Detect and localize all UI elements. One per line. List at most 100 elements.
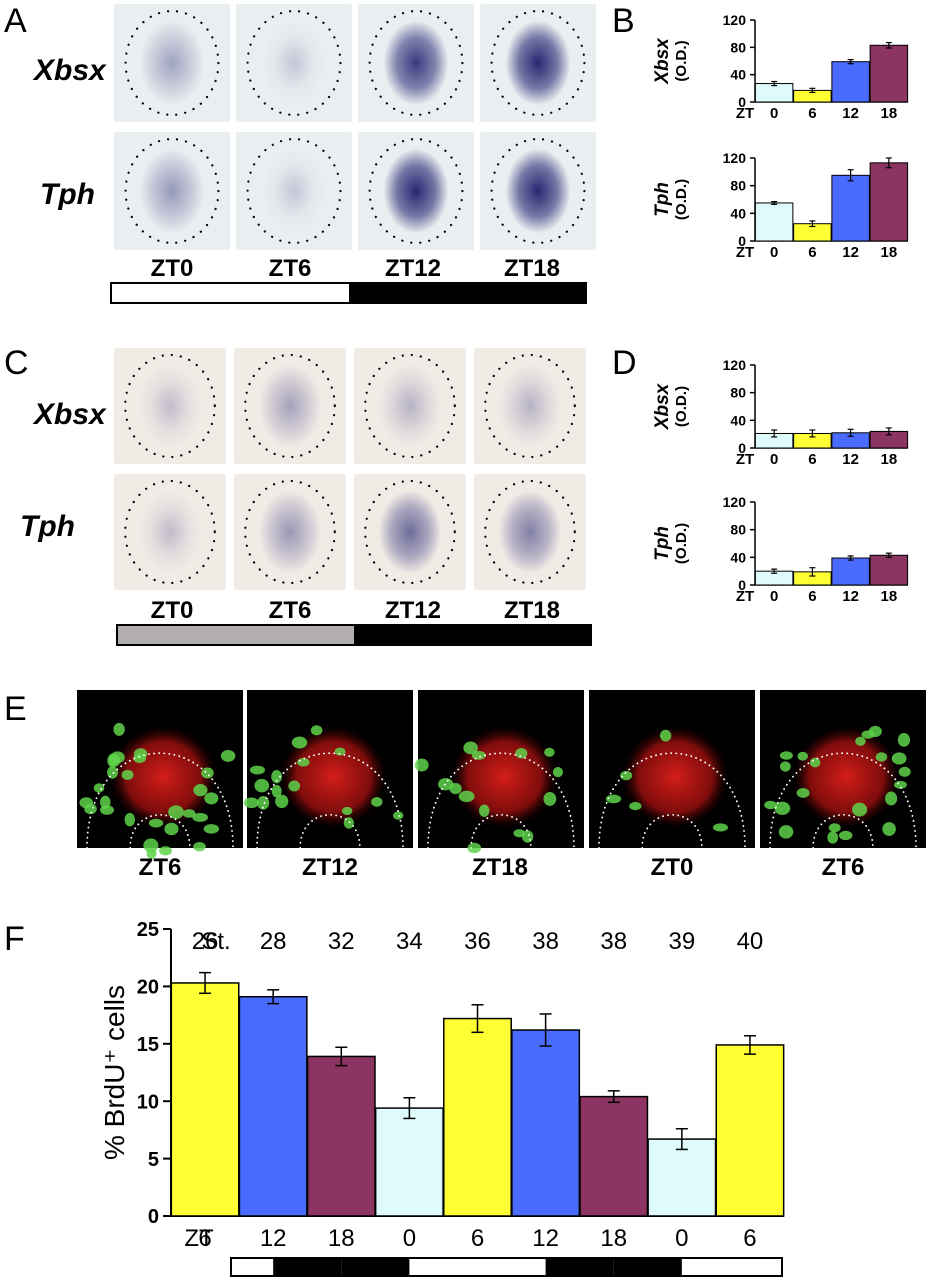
green-brdu-cell — [543, 791, 557, 806]
stage-label: 36 — [464, 928, 491, 955]
panel-c-image-tph-zt18 — [474, 474, 586, 590]
green-brdu-cell — [712, 823, 728, 832]
stage-axis-label: St. — [201, 928, 230, 955]
panel-c-dotted-outline — [484, 353, 576, 459]
green-brdu-cell — [882, 822, 896, 836]
green-brdu-cell — [310, 725, 323, 736]
green-brdu-cell — [93, 783, 105, 793]
bar-zt0-0 — [754, 202, 794, 242]
y-tick-label: 80 — [730, 39, 746, 55]
panel-c-zt-label-0: ZT0 — [150, 597, 194, 624]
green-brdu-cell — [894, 780, 907, 789]
panel-e-zt-label-4: ZT6 — [821, 854, 865, 881]
green-brdu-cell — [797, 751, 808, 761]
y-axis-unit: (O.D.) — [673, 386, 690, 427]
panel-label-b: B — [612, 2, 635, 40]
green-brdu-cell — [254, 778, 270, 793]
x-category-label: 12 — [842, 451, 859, 468]
panel-a-image-xbsx-zt6 — [236, 4, 352, 122]
panel-c-image-xbsx-zt0 — [114, 348, 226, 464]
x-category-label: 6 — [808, 588, 816, 605]
green-brdu-cell — [885, 791, 898, 806]
stage-label: 34 — [396, 928, 423, 955]
x-category-label: 18 — [881, 588, 898, 605]
y-tick-label: 80 — [730, 385, 746, 401]
x-category-label: 0 — [770, 451, 778, 468]
panel-a-image-xbsx-zt12 — [358, 4, 474, 122]
x-axis-label: ZT — [736, 451, 754, 468]
panel-f-segment-dark — [273, 1258, 342, 1276]
green-brdu-cell — [371, 797, 383, 807]
panel-label-e: E — [4, 690, 27, 728]
x-category-label: 0 — [675, 1225, 688, 1252]
green-brdu-cell — [552, 766, 564, 778]
green-brdu-cell — [168, 805, 184, 820]
green-brdu-cell — [203, 824, 220, 834]
x-category-label: 12 — [842, 588, 859, 605]
green-brdu-cell — [107, 753, 118, 768]
y-tick-label: 0 — [738, 577, 746, 593]
x-category-label: 6 — [808, 105, 816, 122]
panel-label-d: D — [612, 344, 637, 382]
y-tick-label: 120 — [723, 494, 747, 510]
green-brdu-cell — [193, 841, 206, 852]
outer-dotted-outline — [427, 752, 575, 849]
stage-label: 28 — [260, 928, 287, 955]
green-brdu-cell — [839, 830, 853, 841]
green-brdu-cell — [275, 794, 289, 809]
stage-label: 38 — [600, 928, 627, 955]
red-tph-signal — [280, 726, 387, 828]
green-brdu-cell — [392, 811, 404, 820]
y-axis-label: Tph — [652, 526, 673, 561]
y-tick-label: 120 — [723, 12, 747, 28]
green-brdu-cell — [192, 812, 209, 822]
green-brdu-cell — [605, 794, 622, 804]
y-tick-label: 40 — [730, 67, 746, 83]
chart-b-xbsx: 0 40 80 120 0 6 12 18 ZT Xbsx (O.D.) — [652, 12, 909, 122]
panel-c-dotted-outline — [244, 479, 336, 585]
y-tick-label: 20 — [137, 977, 159, 999]
stage-label: 32 — [328, 928, 355, 955]
y-tick-label: 120 — [723, 357, 747, 373]
green-brdu-cell — [764, 800, 777, 810]
panel-a-image-tph-zt6 — [236, 132, 352, 250]
green-brdu-cell — [780, 761, 791, 772]
y-axis-unit: (O.D.) — [673, 40, 690, 81]
green-brdu-cell — [164, 822, 179, 836]
bar-zt18-2 — [306, 1055, 376, 1217]
stage-label: 39 — [668, 928, 695, 955]
panel-c-dotted-outline — [364, 353, 456, 459]
green-brdu-cell — [143, 838, 159, 853]
panel-c-zt-label-2: ZT12 — [384, 597, 441, 624]
y-tick-label: 0 — [738, 440, 746, 456]
green-brdu-cell — [467, 842, 482, 854]
green-brdu-cell — [220, 749, 236, 762]
x-axis-label: ZT — [184, 1225, 214, 1252]
panel-a-dotted-outline — [124, 9, 220, 117]
bar-zt18-3 — [869, 162, 909, 242]
green-brdu-cell — [479, 804, 490, 817]
panel-e-zt-label-0: ZT6 — [138, 854, 182, 881]
chart-d-xbsx: 0 40 80 120 0 6 12 18 ZT Xbsx (O.D.) — [652, 357, 909, 468]
panel-c-zt-label-3: ZT18 — [503, 597, 560, 624]
panel-c-dotted-outline — [244, 353, 336, 459]
outer-dotted-outline — [256, 752, 404, 849]
y-axis-label: % BrdU⁺ cells — [99, 985, 130, 1160]
panel-a-light-dark-bar — [110, 282, 587, 304]
x-axis-label: ZT — [736, 105, 754, 122]
stage-label: 38 — [532, 928, 559, 955]
panel-a-light-dark-segment-light — [112, 284, 231, 302]
y-tick-label: 40 — [730, 205, 746, 221]
y-axis-label: Tph — [652, 182, 673, 217]
x-category-label: 0 — [403, 1225, 416, 1252]
bar-zt0-7 — [647, 1138, 717, 1217]
x-category-label: 6 — [808, 244, 816, 261]
panel-a-dotted-outline — [246, 9, 342, 117]
panel-f-segment-dark — [613, 1258, 682, 1276]
green-brdu-cell — [620, 770, 633, 781]
panel-c-image-xbsx-zt6 — [234, 348, 346, 464]
panel-e-image-0 — [77, 690, 243, 859]
panel-e-zt-label-1: ZT12 — [301, 854, 358, 881]
bar-zt18-3 — [869, 554, 909, 586]
